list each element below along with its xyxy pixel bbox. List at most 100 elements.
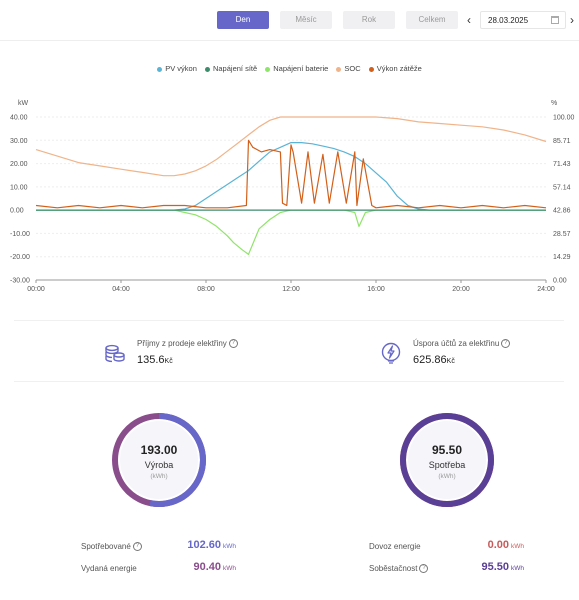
consumption-unit: (kWh) — [438, 473, 456, 480]
tab-month[interactable]: Měsíc — [280, 11, 332, 29]
consumed-value: 102.60 kWh — [150, 539, 236, 551]
y-left-tick: -30.00 — [10, 278, 30, 285]
consumed-label: Spotřebované? — [81, 542, 142, 552]
y-right-tick: 57.14 — [553, 184, 571, 191]
legend-item-load[interactable]: Výkon zátěže — [368, 64, 422, 73]
tab-year[interactable]: Rok — [343, 11, 395, 29]
chevron-left-icon[interactable]: ‹ — [467, 13, 471, 27]
legend-label: PV výkon — [165, 64, 197, 73]
legend-item-grid[interactable]: Napájení sítě — [204, 64, 258, 73]
legend-item-battery[interactable]: Napájení baterie — [265, 64, 328, 73]
legend-label: Napájení sítě — [212, 64, 258, 73]
consumed-label-text: Spotřebované — [81, 542, 131, 551]
import-label: Dovoz energie — [369, 542, 421, 551]
y-right-tick: 100.00 — [553, 115, 575, 122]
divider — [14, 381, 564, 382]
savings-label: Úspora účtů za elektřinu? — [413, 339, 511, 349]
income-unit: Kč — [164, 358, 173, 365]
series-line-v-kon-z-t-e — [35, 139, 547, 209]
legend-dot — [157, 66, 163, 72]
y-right-tick: 42.86 — [553, 208, 571, 215]
legend-label: Výkon zátěže — [376, 64, 422, 73]
x-tick: 12:00 — [282, 286, 300, 293]
x-tick: 04:00 — [112, 286, 130, 293]
legend-label: SOC — [344, 64, 361, 73]
consumption-ring-graphic — [400, 413, 494, 507]
y-left-tick: 10.00 — [10, 184, 28, 191]
question-circle-icon[interactable]: ? — [132, 542, 142, 552]
series-line-soc — [35, 116, 547, 177]
lightning-icon — [381, 342, 401, 364]
y-left-tick: -10.00 — [10, 231, 30, 238]
calendar-icon — [551, 16, 559, 24]
tab-total[interactable]: Celkem — [406, 11, 458, 29]
legend-item-soc[interactable]: SOC — [336, 64, 361, 73]
production-ring-text: 193.00 Výroba (kWh) — [110, 411, 208, 509]
consumed-number: 102.60 — [187, 539, 221, 551]
self-sufficiency-label: Soběstačnost? — [369, 564, 429, 574]
date-value: 28.03.2025 — [488, 16, 529, 25]
legend-dot — [265, 66, 271, 72]
savings-label-text: Úspora účtů za elektřinu — [413, 339, 500, 348]
power-chart: kW % 40.00 30.00 20.00 10.00 0.00 -10.00 -20.00 -… — [10, 100, 575, 293]
consumption-ring-fill — [400, 413, 494, 507]
x-tick: 20:00 — [452, 286, 470, 293]
question-circle-icon[interactable]: ? — [228, 339, 238, 349]
y-right-unit: % — [551, 100, 557, 107]
import-value: 0.00 kWh — [440, 539, 524, 551]
consumed-unit: kWh — [223, 543, 236, 550]
chart-legend: PV výkon Napájení sítě Napájení baterie … — [0, 64, 579, 73]
production-ring: 193.00 Výroba (kWh) — [110, 411, 208, 509]
y-left-tick: 20.00 — [10, 161, 28, 168]
date-picker[interactable]: 28.03.2025 — [480, 11, 566, 29]
production-unit: (kWh) — [150, 473, 168, 480]
x-tick: 00:00 — [27, 286, 45, 293]
production-ring-center — [120, 421, 198, 499]
savings-number: 625.86 — [413, 354, 447, 366]
x-tick: 08:00 — [197, 286, 215, 293]
legend-label: Napájení baterie — [273, 64, 329, 73]
tab-day[interactable]: Den — [217, 11, 269, 29]
production-ring-graphic — [112, 413, 206, 507]
y-right-tick: 28.57 — [553, 231, 571, 238]
y-right-tick: 14.29 — [553, 254, 571, 261]
consumption-label: Spotřeba — [428, 460, 466, 470]
income-number: 135.6 — [137, 354, 165, 366]
exported-number: 90.40 — [193, 561, 221, 573]
income-label: Příjmy z prodeje elektřiny? — [137, 339, 238, 349]
divider — [14, 320, 564, 321]
question-circle-icon[interactable]: ? — [501, 339, 511, 349]
x-tick: 24:00 — [537, 286, 555, 293]
y-right-tick: 0.00 — [553, 278, 567, 285]
legend-dot — [368, 66, 374, 72]
production-value: 193.00 — [140, 443, 178, 457]
legend-item-pv[interactable]: PV výkon — [157, 64, 197, 73]
y-left-unit: kW — [18, 100, 29, 107]
consumption-ring-center — [408, 421, 486, 499]
production-ring-fill — [112, 413, 206, 507]
production-label: Výroba — [144, 460, 174, 470]
exported-unit: kWh — [223, 565, 236, 572]
series-line-pv-v-kon — [36, 141, 546, 211]
y-left-tick: -20.00 — [10, 254, 30, 261]
exported-value: 90.40 kWh — [150, 561, 236, 573]
y-left-tick: 40.00 — [10, 115, 28, 122]
y-right-tick: 85.71 — [553, 138, 571, 145]
consumption-value: 95.50 — [431, 443, 463, 457]
income-value: 135.6Kč — [137, 354, 173, 366]
savings-value: 625.86Kč — [413, 354, 455, 366]
y-right-tick: 71.43 — [553, 161, 571, 168]
legend-dot — [336, 66, 342, 72]
y-left-tick: 30.00 — [10, 138, 28, 145]
chevron-right-icon[interactable]: › — [570, 13, 574, 27]
coins-icon — [105, 344, 125, 363]
y-left-tick: 0.00 — [10, 208, 24, 215]
legend-dot — [204, 66, 210, 72]
import-unit: kWh — [511, 543, 524, 550]
consumption-ring: 95.50 Spotřeba (kWh) — [398, 411, 496, 509]
question-circle-icon[interactable]: ? — [419, 564, 429, 574]
self-number: 95.50 — [481, 561, 509, 573]
self-label-text: Soběstačnost — [369, 564, 418, 573]
consumption-ring-text: 95.50 Spotřeba (kWh) — [398, 411, 496, 509]
self-unit: kWh — [511, 565, 524, 572]
